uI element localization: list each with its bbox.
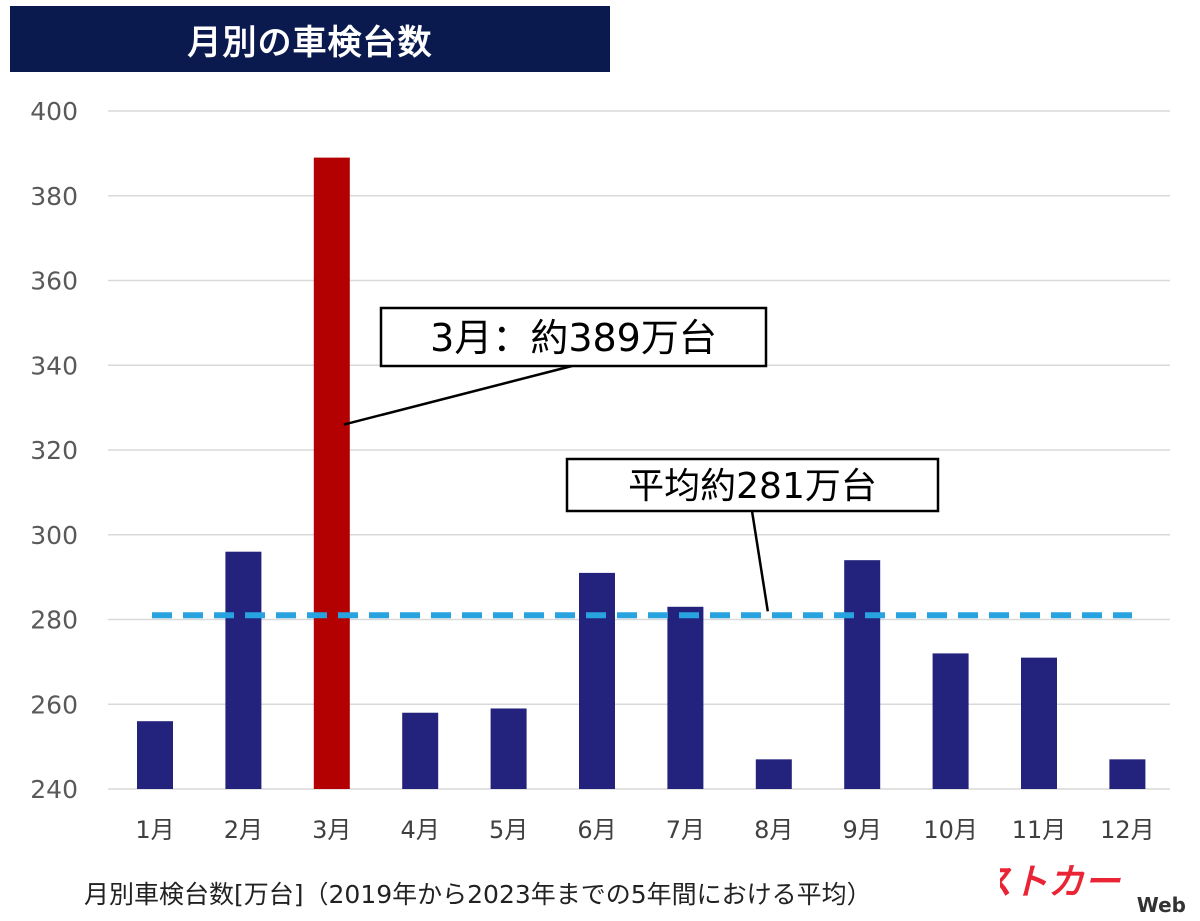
x-tick-label: 2月 bbox=[224, 816, 263, 844]
callout-box-average bbox=[565, 457, 940, 513]
y-tick-label: 340 bbox=[30, 351, 78, 380]
x-tick-label: 12月 bbox=[1100, 816, 1155, 844]
x-tick-label: 4月 bbox=[401, 816, 440, 844]
bar-5月 bbox=[490, 708, 527, 789]
x-tick-label: 3月 bbox=[312, 816, 351, 844]
bar-11月 bbox=[1021, 657, 1057, 789]
y-tick-label: 300 bbox=[30, 521, 78, 550]
bar-4月 bbox=[402, 712, 439, 789]
x-tick-label: 6月 bbox=[577, 816, 616, 844]
x-tick-label: 9月 bbox=[843, 816, 882, 844]
bestcar-web-logo: ベストカー Web bbox=[1000, 862, 1186, 917]
svg-text:Web: Web bbox=[1137, 893, 1186, 917]
y-tick-label: 320 bbox=[30, 436, 78, 465]
chart-title: 月別の車検台数 bbox=[187, 22, 433, 63]
y-tick-label: 380 bbox=[30, 182, 78, 211]
bar-6月 bbox=[579, 572, 615, 789]
svg-text:ベストカー: ベストカー bbox=[1000, 862, 1121, 903]
callout-text-average: 平均約281万台 bbox=[628, 466, 877, 507]
chart-caption: 月別車検台数[万台]（2019年から2023年までの5年間における平均） bbox=[84, 880, 872, 909]
bar-12月 bbox=[1109, 759, 1146, 789]
bar-7月 bbox=[667, 606, 704, 789]
x-tick-label: 5月 bbox=[489, 816, 528, 844]
y-tick-label: 360 bbox=[30, 267, 78, 296]
bar-2月 bbox=[225, 551, 262, 789]
x-tick-label: 1月 bbox=[135, 816, 174, 844]
x-tick-label: 11月 bbox=[1012, 816, 1067, 844]
y-tick-label: 240 bbox=[30, 775, 78, 804]
bar-8月 bbox=[755, 759, 792, 789]
callout-leader-line bbox=[343, 364, 573, 426]
x-tick-label: 7月 bbox=[666, 816, 705, 844]
chart-title-bar: 月別の車検台数 bbox=[10, 6, 610, 72]
callout-text-max: 3月：約389万台 bbox=[430, 316, 717, 360]
y-tick-label: 400 bbox=[30, 97, 78, 126]
x-tick-label: 8月 bbox=[754, 816, 793, 844]
bar-10月 bbox=[932, 653, 969, 789]
x-tick-label: 10月 bbox=[923, 816, 978, 844]
callout-leader-line bbox=[750, 510, 770, 612]
y-tick-label: 260 bbox=[30, 690, 78, 719]
bar-3月 bbox=[313, 157, 350, 790]
y-tick-label: 280 bbox=[30, 606, 78, 635]
callout-box-max bbox=[379, 306, 768, 368]
bar-9月 bbox=[844, 560, 881, 789]
bar-1月 bbox=[137, 721, 173, 789]
